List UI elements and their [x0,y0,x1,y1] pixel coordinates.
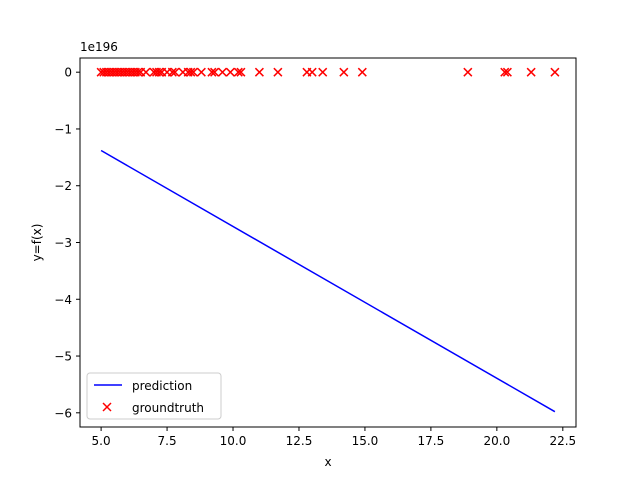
groundtruth-point [154,67,164,77]
y-axis: 0 −1 −2 −3 −4 −5 −6 [54,66,80,420]
groundtruth-point [186,67,196,77]
prediction-line [100,149,556,413]
legend: prediction groundtruth [86,372,222,420]
x-tick-label: 10.0 [220,434,247,448]
x-tick-label: 5.0 [92,434,111,448]
groundtruth-point [254,67,264,77]
groundtruth-point [463,67,473,77]
x-tick-label: 17.5 [418,434,445,448]
y-tick-label: −1 [54,122,72,136]
groundtruth-point [233,67,243,77]
y-tick-label: 0 [64,66,72,80]
groundtruth-point [357,67,367,77]
groundtruth-point [526,67,536,77]
groundtruth-point [210,67,220,77]
x-axis: 5.0 7.5 10.0 12.5 15.0 17.5 20.0 22.5 [92,427,576,448]
legend-marker-swatch [102,402,112,412]
groundtruth-point [217,67,227,77]
y-axis-label: y=f(x) [30,224,44,262]
groundtruth-point [133,67,143,77]
groundtruth-point [236,67,246,77]
x-tick-label: 12.5 [286,434,313,448]
groundtruth-point [225,67,235,77]
x-tick-label: 7.5 [158,434,177,448]
y-tick-label: −4 [54,293,72,307]
y-tick-label: −5 [54,350,72,364]
x-tick-label: 20.0 [483,434,510,448]
y-tick-label: −3 [54,236,72,250]
groundtruth-point [188,67,198,77]
groundtruth-point [502,67,512,77]
x-tick-label: 15.0 [352,434,379,448]
groundtruth-point [170,67,180,77]
groundtruth-point [500,67,510,77]
legend-label-prediction: prediction [132,379,192,393]
groundtruth-point [550,67,560,77]
groundtruth-point [307,67,317,77]
groundtruth-point [141,67,151,77]
groundtruth-point [339,67,349,77]
x-tick-label: 22.5 [549,434,576,448]
groundtruth-point [273,67,283,77]
x-axis-label: x [324,455,331,469]
y-tick-label: −6 [54,406,72,420]
groundtruth-point [196,67,206,77]
axis-offset-label: 1e196 [80,40,118,54]
groundtruth-point [167,67,177,77]
plot-area [96,67,560,413]
y-tick-label: −2 [54,179,72,193]
groundtruth-point [207,67,217,77]
groundtruth-point [318,67,328,77]
legend-label-groundtruth: groundtruth [132,401,204,415]
